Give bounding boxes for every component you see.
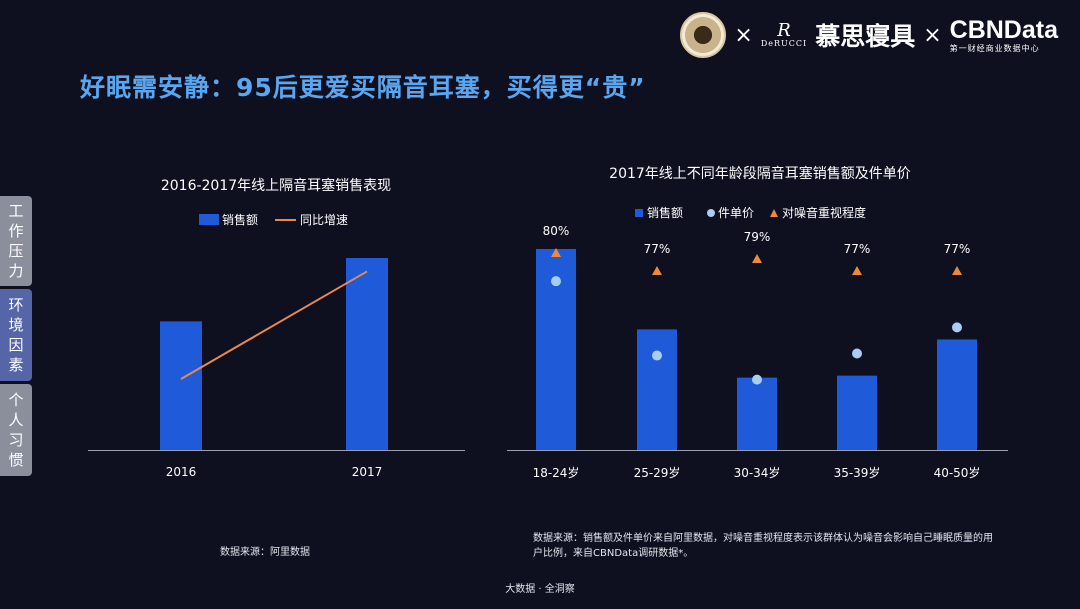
bar-25-29岁: [637, 329, 677, 450]
noise-concern-label-40-50岁: 77%: [944, 242, 971, 256]
noise-concern-marker-40-50岁: [952, 266, 962, 275]
x-tick-2017: 2017: [352, 465, 383, 479]
growth-line: [180, 270, 368, 380]
side-tab-personal-habits[interactable]: 个人习惯: [0, 384, 32, 476]
bar-2017: [346, 258, 388, 450]
noise-concern-label-25-29岁: 77%: [644, 242, 671, 256]
right-chart-title: 2017年线上不同年龄段隔音耳塞销售额及件单价: [609, 165, 911, 182]
bar-2016: [160, 321, 202, 450]
x-tick-25-29岁: 25-29岁: [634, 465, 681, 480]
partner-logos: × R DeRUCCI 慕思寝具 × CBNData 第一财经商业数据中心: [680, 12, 1058, 58]
legend-label-bar: 销售额: [222, 212, 258, 227]
side-tab-char: 习: [8, 431, 24, 449]
times-separator: ×: [734, 22, 753, 48]
side-tab-char: 工: [8, 202, 24, 220]
x-tick-18-24岁: 18-24岁: [533, 465, 580, 480]
legend-label-bar: 销售额: [647, 205, 683, 220]
unit-price-dot-35-39岁: [852, 348, 862, 359]
bar-35-39岁: [837, 375, 877, 450]
x-tick-30-34岁: 30-34岁: [734, 465, 781, 480]
footer-tagline: 大数据 · 全洞察: [505, 584, 575, 595]
noise-concern-marker-25-29岁: [652, 266, 662, 275]
side-tab-nav: 工作压力 环境因素 个人习惯: [0, 196, 33, 479]
right-chart-source: 数据来源：销售额及件单价来自阿里数据，对噪音重视程度表示该群体认为噪音会影响自己…: [533, 533, 993, 559]
university-seal-logo: [680, 12, 727, 58]
side-tab-char: 素: [8, 356, 24, 374]
legend-swatch-triangle: [770, 209, 778, 217]
times-separator: ×: [923, 22, 942, 48]
side-tab-char: 个: [8, 391, 24, 409]
left-chart-title: 2016-2017年线上隔音耳塞销售表现: [161, 177, 391, 194]
legend-label-triangle: 对噪音重视程度: [782, 205, 866, 220]
side-tab-char: 压: [8, 242, 24, 260]
side-tab-work-pressure[interactable]: 工作压力: [0, 196, 32, 286]
noise-concern-label-30-34岁: 79%: [744, 230, 771, 244]
noise-concern-marker-30-34岁: [752, 254, 762, 263]
noise-concern-label-18-24岁: 80%: [543, 224, 570, 238]
bar-40-50岁: [937, 339, 977, 450]
page-title: 好眠需安静：95后更爱买隔音耳塞，买得更“贵”: [80, 73, 646, 102]
derucci-logo: R DeRUCCI: [761, 22, 807, 48]
derucci-wordmark: DeRUCCI: [760, 39, 808, 48]
unit-price-dot-25-29岁: [652, 350, 662, 361]
side-tab-char: 力: [8, 262, 24, 280]
bar-30-34岁: [737, 377, 777, 450]
side-tab-char: 惯: [8, 451, 24, 469]
side-tab-char: 作: [8, 222, 24, 240]
cbndata-wordmark: CBNData: [949, 15, 1058, 44]
unit-price-dot-40-50岁: [952, 322, 962, 333]
noise-concern-marker-35-39岁: [852, 266, 862, 275]
left-chart-source: 数据来源：阿里数据: [220, 547, 310, 558]
cbndata-tagline: 第一财经商业数据中心: [949, 43, 1040, 53]
legend-label-dot: 件单价: [718, 206, 754, 220]
noise-concern-marker-18-24岁: [551, 248, 561, 257]
legend-swatch-bar: [635, 209, 643, 217]
derucci-mark: R: [777, 20, 791, 41]
side-tab-char: 环: [8, 296, 24, 314]
derucci-chinese-name: 慕思寝具: [815, 22, 916, 51]
legend-swatch-bar: [199, 214, 219, 225]
x-tick-35-39岁: 35-39岁: [834, 465, 881, 480]
x-tick-2016: 2016: [166, 465, 197, 479]
side-tab-char: 因: [8, 336, 24, 354]
cbndata-logo: CBNData 第一财经商业数据中心: [949, 15, 1058, 53]
side-tab-environment[interactable]: 环境因素: [0, 289, 32, 381]
noise-concern-label-35-39岁: 77%: [844, 242, 871, 256]
x-tick-40-50岁: 40-50岁: [934, 465, 981, 480]
legend-swatch-dot: [707, 209, 715, 217]
side-tab-char: 人: [8, 411, 24, 429]
legend-label-line: 同比增速: [300, 213, 348, 227]
bar-18-24岁: [536, 249, 576, 450]
side-tab-char: 境: [8, 316, 24, 334]
unit-price-dot-18-24岁: [551, 276, 561, 287]
unit-price-dot-30-34岁: [752, 374, 762, 385]
